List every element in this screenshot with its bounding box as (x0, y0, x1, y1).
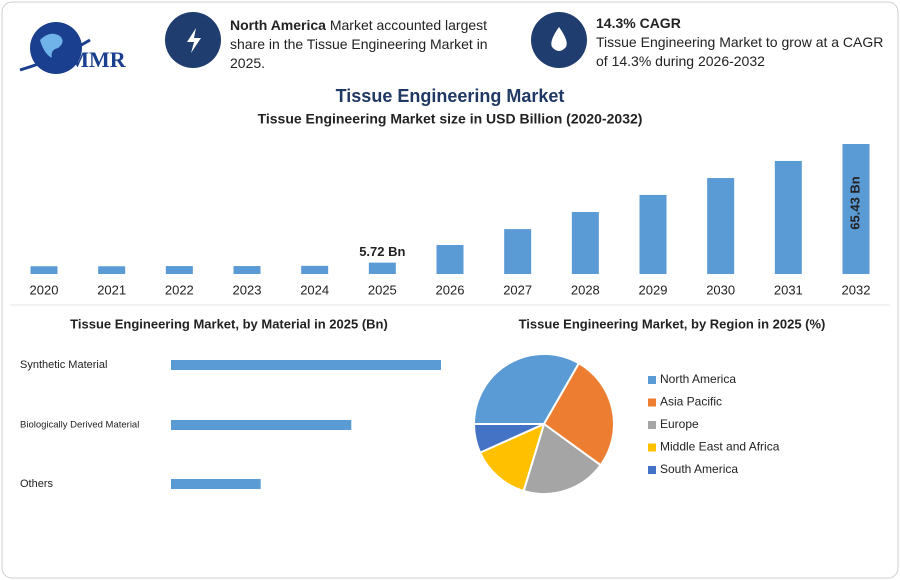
highlight-title: 14.3% CAGR (596, 15, 681, 31)
bar (774, 160, 802, 274)
pie-slice (542, 361, 615, 467)
chart-title: Tissue Engineering Market, by Region in … (519, 316, 826, 331)
legend-swatch (648, 376, 656, 384)
x-tick-label: 2029 (639, 282, 668, 297)
logo: MMR (19, 22, 127, 74)
legend-swatch (648, 421, 656, 429)
icon-bolt (187, 28, 201, 53)
bar (571, 212, 599, 274)
y-tick-label: Others (20, 478, 54, 490)
legend-swatch (648, 398, 656, 407)
x-tick-label: 2024 (300, 282, 329, 297)
highlight: North America Market accounted largest s… (230, 16, 505, 73)
highlight-text: Tissue Engineering Market to grow at a C… (596, 34, 884, 69)
bar (436, 244, 464, 274)
bar (165, 266, 193, 274)
x-tick-label: 2021 (97, 282, 126, 297)
chart-title: Tissue Engineering Market, by Material i… (70, 316, 388, 331)
chart-title: Tissue Engineering Market size in USD Bi… (258, 111, 643, 127)
legend-label: Middle East and Africa (660, 440, 780, 454)
legend-swatch (648, 443, 656, 452)
pie-slice (472, 353, 581, 425)
icon-drop (551, 27, 567, 51)
bar (301, 265, 329, 274)
highlight-title: North America (230, 17, 326, 33)
legend-swatch (648, 466, 656, 474)
legend-label: North America (660, 372, 736, 386)
y-tick-label: Biologically Derived Material (20, 420, 139, 431)
bar (171, 360, 441, 370)
x-tick-label: 2023 (233, 282, 262, 297)
logo-text: MMR (68, 47, 127, 72)
bar (368, 262, 396, 274)
pie-slice (472, 423, 545, 454)
bar (171, 420, 352, 430)
bar (98, 266, 126, 274)
value-label: 65.43 Bn (847, 176, 862, 230)
y-tick-label: Synthetic Material (20, 359, 107, 371)
highlight: 14.3% CAGR Tissue Engineering Market to g… (596, 14, 886, 71)
bar (639, 194, 667, 274)
bar (504, 229, 532, 274)
x-tick-label: 2025 (368, 282, 397, 297)
pie-slice (478, 422, 546, 493)
x-tick-label: 2020 (30, 282, 59, 297)
legend-label: South America (660, 462, 738, 476)
pie-slice (522, 422, 603, 495)
bar (707, 178, 735, 274)
bar (171, 479, 261, 489)
highlight-text: Market accounted largest share in the Ti… (230, 17, 488, 71)
legend-label: Europe (660, 417, 699, 431)
legend-label: Asia Pacific (660, 395, 722, 409)
x-tick-label: 2026 (436, 282, 465, 297)
main-title: Tissue Engineering Market (336, 86, 565, 106)
x-tick-label: 2030 (706, 282, 735, 297)
x-tick-label: 2031 (774, 282, 803, 297)
x-tick-label: 2028 (571, 282, 600, 297)
bar (30, 266, 58, 274)
bar (842, 144, 870, 274)
bar (233, 266, 261, 274)
x-tick-label: 2032 (842, 282, 871, 297)
x-tick-label: 2027 (503, 282, 532, 297)
value-label: 5.72 Bn (359, 244, 405, 259)
x-tick-label: 2022 (165, 282, 194, 297)
